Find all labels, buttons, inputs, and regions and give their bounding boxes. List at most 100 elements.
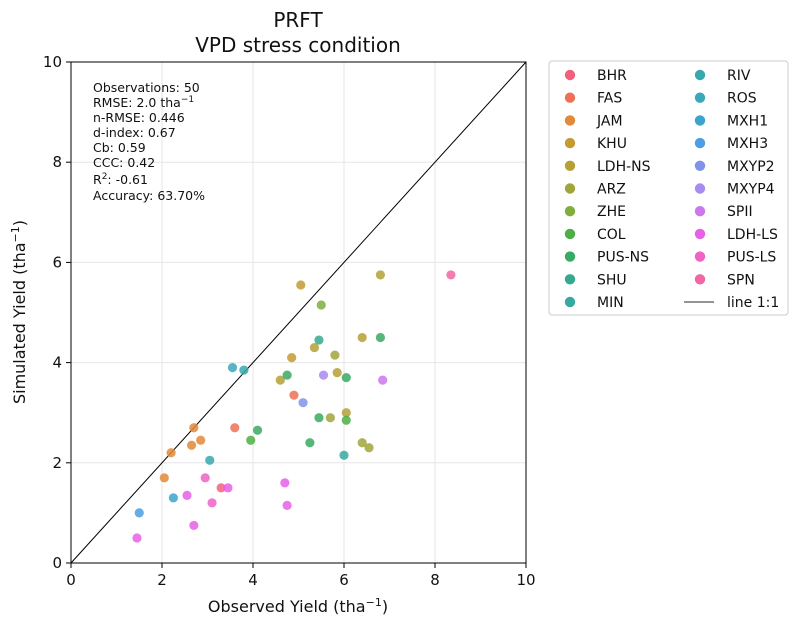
y-axis-label: Simulated Yield (tha−1) <box>9 220 29 404</box>
legend-item: SPII <box>694 204 753 220</box>
data-point-ldh-ls <box>223 483 233 493</box>
legend-label: FAS <box>597 91 622 107</box>
legend-item: LDH-LS <box>694 227 778 243</box>
y-tick-label: 6 <box>52 253 62 271</box>
stat-accuracy: Accuracy: 63.70% <box>93 188 205 203</box>
data-point-zhe <box>316 300 326 310</box>
legend-marker <box>694 160 706 171</box>
chart-subtitle: VPD stress condition <box>195 33 401 57</box>
legend-label: MXYP4 <box>727 182 775 198</box>
legend-marker <box>694 137 706 149</box>
legend-marker <box>694 69 706 81</box>
data-point-col <box>341 415 351 425</box>
data-point-riv <box>205 455 215 465</box>
x-tick-label: 6 <box>339 571 349 589</box>
data-point-pus-ns <box>341 373 351 383</box>
legend-label: line 1:1 <box>727 295 779 311</box>
legend-item: PUS-NS <box>564 250 649 266</box>
legend-marker <box>564 160 576 171</box>
x-tick-label: 2 <box>157 571 167 589</box>
data-point-ldh-ns <box>341 408 351 418</box>
stat-rmse: RMSE: 2.0 tha−1 <box>93 95 194 110</box>
data-point-ldh-ls <box>282 500 292 510</box>
data-point-ldh-ns <box>357 332 367 343</box>
x-tick-label: 0 <box>66 571 76 589</box>
data-point-jam <box>166 448 176 458</box>
legend-label: MIN <box>597 295 624 311</box>
legend-marker <box>564 206 576 217</box>
legend-item: MXH3 <box>694 136 768 152</box>
data-point-pus-ns <box>375 332 385 343</box>
data-point-khu <box>296 280 306 290</box>
data-point-arz <box>357 438 367 448</box>
legend-marker <box>694 92 706 103</box>
data-points <box>132 270 456 543</box>
data-point-pus-ls <box>207 498 217 508</box>
legend-item: ZHE <box>564 204 626 220</box>
data-point-spn <box>446 270 456 280</box>
legend-item: COL <box>564 227 626 243</box>
data-point-spii <box>378 375 388 385</box>
legend-item: SHU <box>564 272 627 288</box>
y-tick-label: 8 <box>52 153 62 171</box>
data-point-mxh3 <box>134 508 144 518</box>
legend-item: JAM <box>564 113 623 129</box>
data-point-mxyp4 <box>318 370 329 380</box>
stat-cb: Cb: 0.59 <box>93 140 146 155</box>
data-point-khu <box>287 352 297 363</box>
data-point-min <box>339 450 349 460</box>
data-point-ros <box>227 363 238 373</box>
legend-item: PUS-LS <box>694 250 776 266</box>
y-tick-label: 2 <box>52 454 62 472</box>
legend-label: ROS <box>727 91 757 107</box>
legend-marker <box>564 115 576 126</box>
legend-item: SPN <box>694 272 755 288</box>
legend-marker <box>694 206 706 217</box>
legend-marker <box>564 92 576 103</box>
one-to-one-line <box>70 61 527 564</box>
data-point-pus-ns <box>305 438 315 448</box>
legend-item: line 1:1 <box>684 295 779 311</box>
stat-dindex: d-index: 0.67 <box>93 125 176 140</box>
legend-label: PUS-LS <box>727 250 776 266</box>
data-point-ldh-ns <box>332 368 342 378</box>
data-point-jam <box>186 440 197 450</box>
y-axis-label-sup: −1 <box>9 226 22 242</box>
legend-item: ARZ <box>564 182 626 198</box>
y-tick-label: 4 <box>52 354 62 372</box>
chart-title: PRFT <box>273 8 323 32</box>
legend-item: BHR <box>564 68 627 84</box>
legend-item: MIN <box>564 295 624 311</box>
data-point-fas <box>289 390 299 400</box>
data-point-arz <box>325 413 335 423</box>
legend-frame <box>548 60 789 316</box>
legend-label: LDH-LS <box>727 227 778 243</box>
stat-nrmse: n-RMSE: 0.446 <box>93 110 185 125</box>
data-point-jam <box>159 473 169 483</box>
legend-marker <box>694 183 706 194</box>
data-point-ldh-ns <box>275 375 285 385</box>
legend-label: LDH-NS <box>597 159 651 175</box>
data-point-arz <box>364 443 374 453</box>
x-tick-label: 10 <box>516 571 535 589</box>
legend-item: MXH1 <box>694 113 768 129</box>
y-tick-label: 10 <box>43 53 62 71</box>
legend-marker <box>694 251 706 262</box>
x-tick-label: 4 <box>248 571 258 589</box>
data-point-ldh-ls <box>280 478 290 488</box>
legend-label: MXH3 <box>727 136 768 152</box>
data-point-fas <box>230 423 240 433</box>
legend-label: ARZ <box>597 182 626 198</box>
data-point-ldh-ls <box>189 520 199 531</box>
legend-label: KHU <box>597 136 627 152</box>
legend-item: FAS <box>564 91 622 107</box>
data-point-ldh-ns <box>309 342 320 353</box>
data-point-col <box>246 435 256 445</box>
data-point-ldh-ls <box>132 533 142 543</box>
legend-label: SHU <box>597 272 627 288</box>
data-point-ldh-ls <box>182 490 192 500</box>
x-axis-label: Observed Yield (tha−1) <box>208 596 388 616</box>
legend-item: KHU <box>564 136 627 152</box>
legend-item: RIV <box>694 68 751 84</box>
